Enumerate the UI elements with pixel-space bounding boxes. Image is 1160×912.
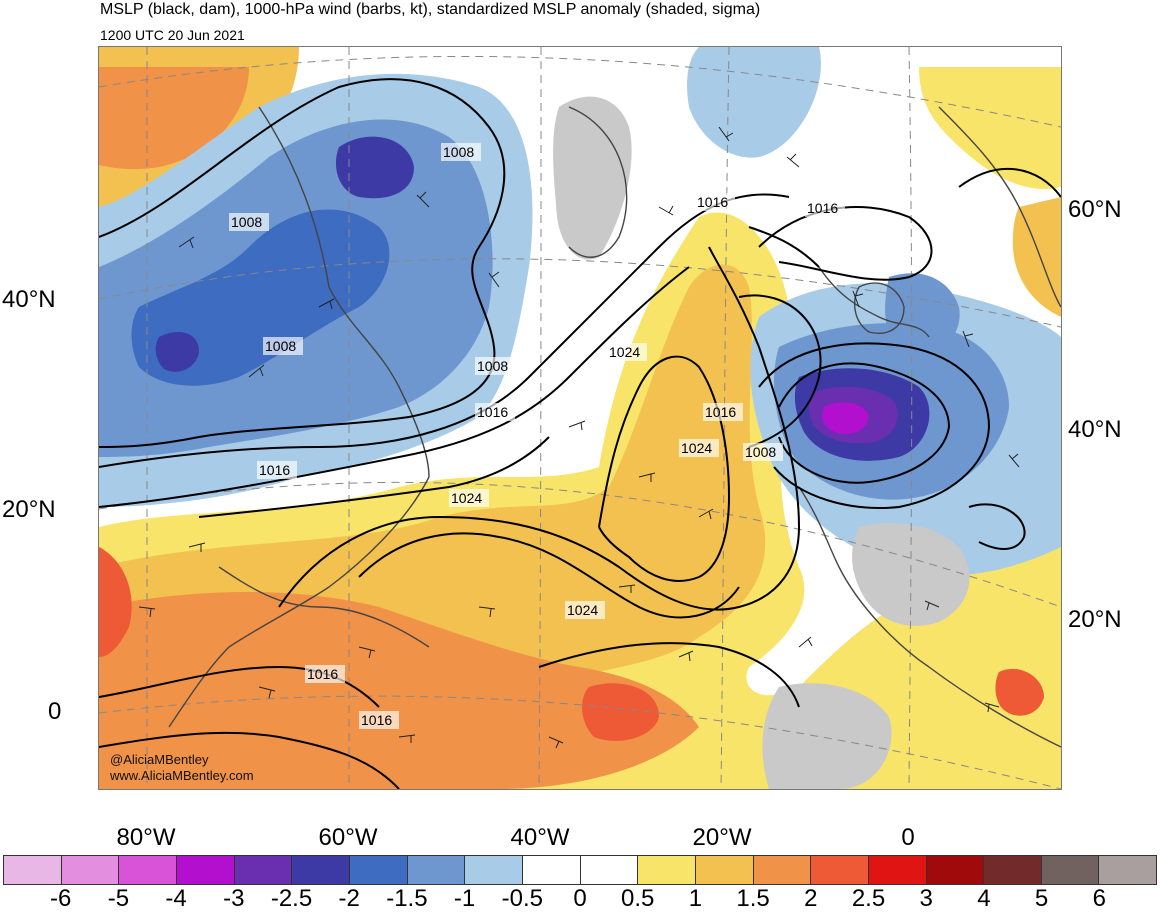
lon-label-bottom: 0 bbox=[901, 824, 915, 851]
colorbar-box bbox=[695, 856, 754, 884]
lat-label-right: 40°N bbox=[1068, 416, 1122, 443]
colorbar-box bbox=[638, 856, 696, 884]
colorbar-tick-label: -6 bbox=[50, 885, 72, 912]
contour-label: 1016 bbox=[259, 462, 290, 478]
map-canvas: 1008 1008 1008 1008 1016 1016 1016 1016 … bbox=[99, 47, 1061, 789]
colorbar-box bbox=[522, 856, 581, 884]
colorbar-box bbox=[176, 856, 235, 884]
colorbar-tick-label: -0.5 bbox=[501, 885, 543, 912]
contour-label: 1016 bbox=[697, 194, 728, 210]
colorbar-box bbox=[1041, 856, 1100, 884]
contour-label: 1016 bbox=[807, 200, 838, 216]
colorbar-tick-label: -2 bbox=[338, 885, 360, 912]
anomaly-positive-atlantic-spot bbox=[582, 683, 659, 741]
watermark: @AliciaMBentley www.AliciaMBentley.com bbox=[110, 752, 254, 784]
colorbar-tick-label: 0 bbox=[573, 885, 587, 912]
colorbar-box bbox=[811, 856, 869, 884]
lat-label-left: 40°N bbox=[2, 286, 56, 313]
anomaly-negative-greenland bbox=[687, 47, 821, 158]
colorbar-tick-label: 3 bbox=[919, 885, 933, 912]
colorbar-tick-label: -2.5 bbox=[270, 885, 313, 912]
mslp-contours bbox=[99, 78, 1061, 789]
lat-label-right: 20°N bbox=[1068, 606, 1122, 633]
contour-label: 1024 bbox=[451, 490, 482, 506]
colorbar-tick-label: -1.5 bbox=[386, 885, 428, 912]
colorbar-tick-label: -3 bbox=[223, 885, 245, 912]
contour-label: 1008 bbox=[265, 338, 296, 354]
lat-label-left: 0 bbox=[48, 698, 62, 725]
contour-label: 1016 bbox=[705, 404, 736, 420]
colorbar-tick-label: 0.5 bbox=[621, 885, 655, 912]
colorbar-tick-label: 1.5 bbox=[736, 885, 770, 912]
colorbar-tick-label: 2 bbox=[804, 885, 818, 912]
colorbar-box bbox=[753, 856, 812, 884]
lon-label-bottom: 40°W bbox=[510, 824, 570, 851]
colorbar-tick-label: -1 bbox=[453, 885, 476, 912]
anomaly-positive-caribbean bbox=[99, 547, 132, 657]
colorbar-box bbox=[119, 856, 177, 884]
colorbar-box bbox=[984, 856, 1042, 884]
colorbar-tick-label: 6 bbox=[1092, 885, 1106, 912]
anomaly-positive-scandinavia bbox=[919, 67, 1061, 189]
lat-label-right: 60°N bbox=[1068, 196, 1122, 223]
colorbar-box bbox=[868, 856, 927, 884]
colorbar-box bbox=[234, 856, 293, 884]
anomaly-positive-east bbox=[1012, 197, 1061, 317]
contour-label: 1016 bbox=[307, 666, 338, 682]
contour-label: 1024 bbox=[609, 344, 640, 360]
contour-labels: 1008 1008 1008 1008 1016 1016 1016 1016 … bbox=[229, 143, 845, 729]
contour-label: 1024 bbox=[681, 440, 712, 456]
anomaly-positive-northwest-core bbox=[99, 67, 249, 170]
contour-label: 1008 bbox=[443, 144, 474, 160]
watermark-url: www.AliciaMBentley.com bbox=[110, 768, 254, 783]
anomaly-undefined-africa bbox=[852, 523, 970, 626]
anomaly-negative-labrador-core bbox=[335, 136, 414, 199]
contour-label: 1008 bbox=[745, 444, 776, 460]
colorbar-box bbox=[292, 856, 350, 884]
anomaly-positive-africa-spot bbox=[995, 668, 1044, 716]
colorbar-box bbox=[926, 856, 985, 884]
lon-label-bottom: 60°W bbox=[318, 824, 378, 851]
colorbar-box bbox=[1099, 856, 1157, 884]
anomaly-negative-scandinavia bbox=[885, 273, 960, 353]
contour-label: 1008 bbox=[231, 214, 262, 230]
contour-label: 1024 bbox=[567, 602, 598, 618]
coastlines bbox=[168, 106, 1061, 748]
valid-time: 1200 UTC 20 Jun 2021 bbox=[100, 27, 245, 43]
map-panel: 1008 1008 1008 1008 1016 1016 1016 1016 … bbox=[98, 46, 1062, 790]
anomaly-undefined-africa-south bbox=[762, 683, 892, 789]
lon-label-bottom: 80°W bbox=[116, 824, 176, 851]
colorbar-tick-label: 2.5 bbox=[851, 885, 886, 912]
colorbar-tick-label: 5 bbox=[1034, 885, 1049, 912]
colorbar-box bbox=[407, 856, 466, 884]
colorbar-tick-label: -5 bbox=[107, 885, 130, 912]
anomaly-negative-iberia-peak bbox=[822, 402, 869, 435]
colorbar-tick-label: 4 bbox=[977, 885, 991, 912]
anomaly-colorbar bbox=[3, 855, 1157, 885]
contour-label: 1016 bbox=[361, 712, 392, 728]
colorbar-tick-label: 1 bbox=[688, 885, 703, 912]
anomaly-negative-hudson-core bbox=[155, 332, 199, 372]
colorbar-tick-label: -4 bbox=[165, 885, 187, 912]
wind-barbs bbox=[138, 126, 1020, 749]
contour-label: 1016 bbox=[477, 404, 508, 420]
lat-label-left: 20°N bbox=[2, 496, 56, 523]
anomaly-undefined-greenland bbox=[553, 96, 632, 260]
contour-label: 1008 bbox=[477, 358, 508, 374]
colorbar-box bbox=[349, 856, 408, 884]
lon-label-bottom: 20°W bbox=[692, 824, 752, 851]
anomaly-positive-core bbox=[99, 592, 699, 789]
colorbar-box bbox=[61, 856, 120, 884]
map-title: MSLP (black, dam), 1000-hPa wind (barbs,… bbox=[100, 1, 761, 18]
colorbar-box bbox=[580, 856, 639, 884]
colorbar-box bbox=[465, 856, 523, 884]
watermark-handle: @AliciaMBentley bbox=[110, 752, 209, 767]
colorbar-box bbox=[4, 856, 62, 884]
